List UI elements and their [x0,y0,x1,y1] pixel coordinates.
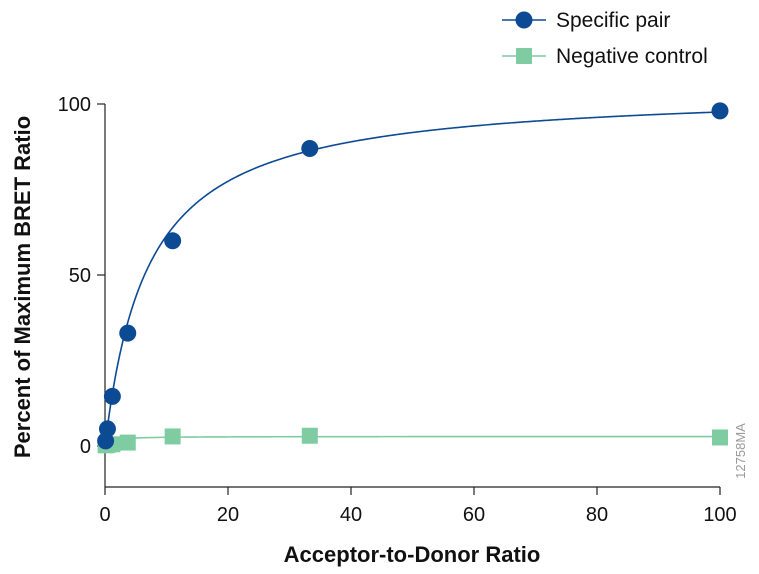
legend-label: Negative control [556,45,708,68]
data-point-specific-pair [119,324,137,342]
x-axis-title: Acceptor-to-Donor Ratio [284,542,541,567]
axes: 0 50 100 0 20 40 60 80 100 [58,94,737,526]
x-tick-label: 0 [99,504,110,526]
x-tick-label: 40 [340,504,362,526]
data-point-negative-control [119,434,136,451]
y-tick-label: 100 [58,94,91,116]
data-point-negative-control [301,427,318,444]
y-axis-title: Percent of Maximum BRET Ratio [10,116,35,458]
legend-label: Specific pair [556,9,670,32]
fit-curve-square [104,435,720,447]
x-tick-label: 20 [217,504,239,526]
y-tick-label: 50 [69,265,91,287]
data-point-specific-pair [98,420,116,438]
y-tick-label: 0 [80,436,91,458]
data-point-specific-pair [301,139,319,157]
data-points [97,102,729,454]
data-point-negative-control [712,429,728,446]
data-point-specific-pair [103,387,121,405]
legend: Specific pair Negative control [502,9,708,68]
fit-curve-circle [104,111,721,447]
x-tick-label: 80 [586,504,608,526]
fit-curves [104,111,721,447]
legend-marker-circle [515,11,533,29]
x-tick-label: 60 [463,504,485,526]
data-point-specific-pair [164,232,182,250]
legend-marker-square [516,48,532,64]
data-point-specific-pair [711,102,729,120]
x-tick-label: 100 [703,504,736,526]
figure-code: 12758MA [733,423,748,479]
data-point-negative-control [164,428,181,445]
